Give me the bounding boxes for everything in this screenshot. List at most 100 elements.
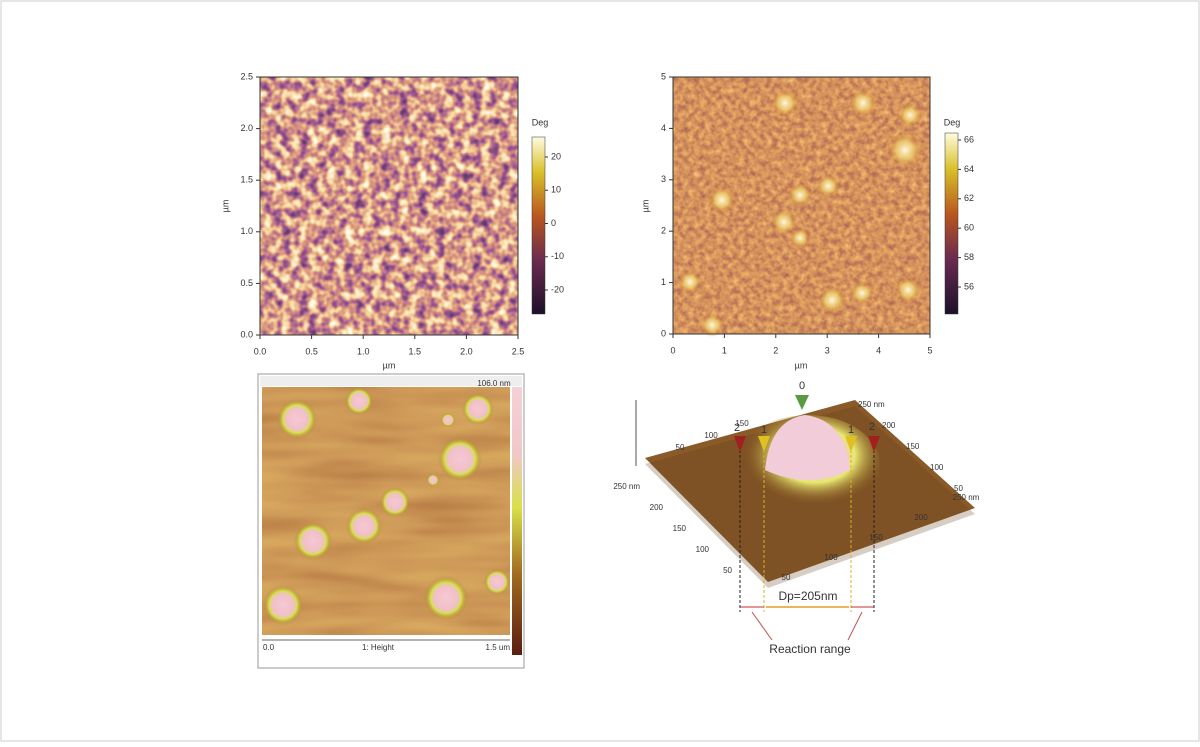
colorbar-tick-label: 66	[964, 134, 974, 144]
particle	[818, 286, 846, 314]
y-tick-label: 2.0	[240, 123, 253, 133]
colorbar-label: Deg	[944, 117, 961, 127]
marker	[758, 436, 770, 452]
x-tick-label: 2.0	[460, 346, 473, 356]
arrow	[751, 611, 773, 641]
colorbar-tick-label: 60	[964, 223, 974, 233]
marker-label: 0	[799, 380, 805, 392]
x-tick-label: 3	[825, 345, 830, 355]
axis-label: 100	[704, 431, 718, 440]
axis-label: 50	[723, 566, 732, 575]
marker	[734, 436, 746, 452]
x-tick-label: 5	[927, 345, 932, 355]
guides	[739, 445, 875, 612]
colorbar-tick-label: -20	[551, 284, 564, 294]
marker-label: 2	[869, 421, 875, 433]
y-tick-label: 0.5	[240, 278, 253, 288]
particle	[887, 132, 923, 168]
x-tick-label: 0.0	[254, 346, 267, 356]
x-axis-label: µm	[383, 360, 396, 370]
y-tick-label: 1	[661, 277, 666, 287]
axis-label: 50	[782, 573, 791, 582]
colorbar	[512, 387, 522, 655]
x-tick-label: 2	[773, 345, 778, 355]
particle	[294, 522, 332, 560]
marker-label: 1	[761, 424, 767, 436]
particle	[898, 103, 922, 127]
particle	[441, 413, 455, 427]
marker	[795, 395, 809, 410]
diameter-label: Dp=205nm	[778, 589, 837, 603]
axis-label: 250 nm	[613, 482, 640, 491]
colorbar	[944, 132, 959, 315]
particle	[708, 186, 736, 214]
colorbar-tick-label: 0	[551, 218, 556, 228]
axis-label: 200	[914, 513, 928, 522]
x-tick-label: 0	[670, 345, 675, 355]
axis-label: 100	[930, 463, 944, 472]
particle	[850, 281, 874, 305]
x-tick-label: 0.5	[305, 346, 318, 356]
frame	[259, 76, 519, 336]
x-tick-label: 1.5	[409, 346, 422, 356]
axis-label: 150	[673, 524, 687, 533]
phase-image-a	[260, 77, 518, 335]
colorbar-tick-label: -10	[551, 251, 564, 261]
axis-label: 100	[696, 545, 710, 554]
particle	[438, 437, 482, 481]
particle	[816, 174, 840, 198]
particle	[771, 89, 799, 117]
particle	[263, 585, 303, 625]
y-axis-label: µm	[220, 200, 230, 213]
y-tick-label: 0.0	[240, 329, 253, 339]
marker-label: 2	[734, 422, 740, 434]
particle	[849, 89, 877, 117]
axis-label: 200	[882, 421, 896, 430]
particles	[678, 89, 923, 337]
channel: 1: Height	[362, 643, 395, 652]
axis-label: 100	[824, 553, 838, 562]
y-tick-label: 4	[661, 123, 666, 133]
particle	[424, 576, 468, 620]
toolbar	[260, 376, 522, 386]
colorbar-tick-label: 58	[964, 252, 974, 262]
axis-labels: 0 1 1 2 2 250 nm 200 150 100 50 50 100 150 200 250 nm 1…	[613, 380, 979, 582]
particle	[346, 508, 382, 544]
colorbar-tick-label: 20	[551, 151, 561, 161]
colorbar-tick-label: 10	[551, 185, 561, 195]
axis-label: 250 nm	[953, 493, 980, 502]
particle	[462, 393, 494, 425]
y-axis-label: µm	[640, 200, 650, 213]
particle	[790, 228, 810, 248]
y-tick-label: 5	[661, 71, 666, 81]
x-tick-label: 1.0	[357, 346, 370, 356]
axis-label: 50	[676, 443, 685, 452]
y-tick-label: 2.5	[240, 71, 253, 81]
colorbar-tick-label: 62	[964, 193, 974, 203]
particle	[700, 313, 724, 337]
x-axis-label: µm	[795, 360, 808, 370]
particle	[678, 270, 702, 294]
colorbar-label: Deg	[532, 117, 549, 127]
frame	[672, 76, 931, 335]
scale-end: 1.5 um	[486, 643, 511, 652]
y-tick-label: 2	[661, 226, 666, 236]
axis-label: 150	[869, 533, 883, 542]
x-tick-label: 1	[722, 345, 727, 355]
marker-label: 1	[848, 424, 854, 436]
axis-label: 200	[650, 503, 664, 512]
particle	[771, 209, 797, 235]
particle	[380, 487, 410, 517]
particle	[895, 277, 921, 303]
caption: Reaction range	[769, 642, 851, 656]
marker	[845, 436, 857, 452]
particle	[765, 415, 850, 480]
particles	[263, 387, 510, 625]
scale-start: 0.0	[263, 643, 275, 652]
y-tick-label: 1.5	[240, 175, 253, 185]
scale-max: 106.0 nm	[477, 379, 511, 388]
particle	[345, 387, 373, 415]
x-tick-label: 4	[876, 345, 881, 355]
